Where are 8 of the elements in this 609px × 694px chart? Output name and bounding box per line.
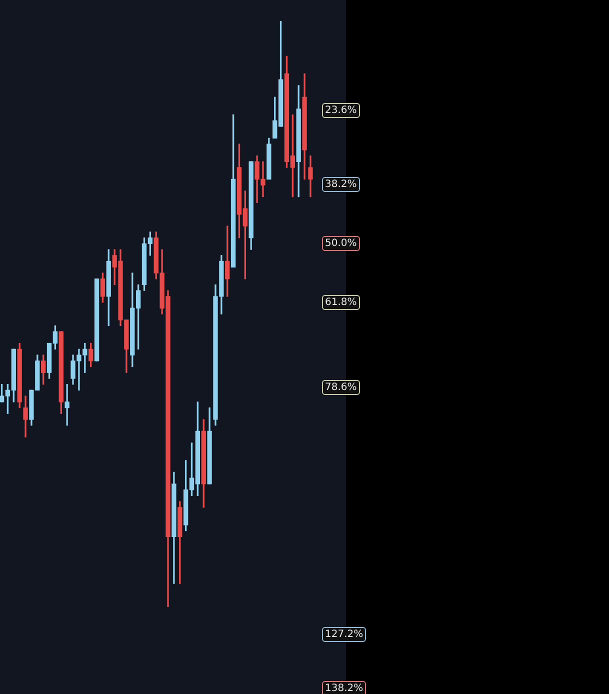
text: 23.6% [322,103,360,118]
text: 127.2% [322,627,366,642]
text: 61.8% [322,295,360,310]
text: 38.2% [322,177,360,192]
text: 78.6% [322,380,360,395]
text: 50.0% [322,236,360,251]
text: 138.2% [322,681,366,694]
candlestick [64,384,70,426]
